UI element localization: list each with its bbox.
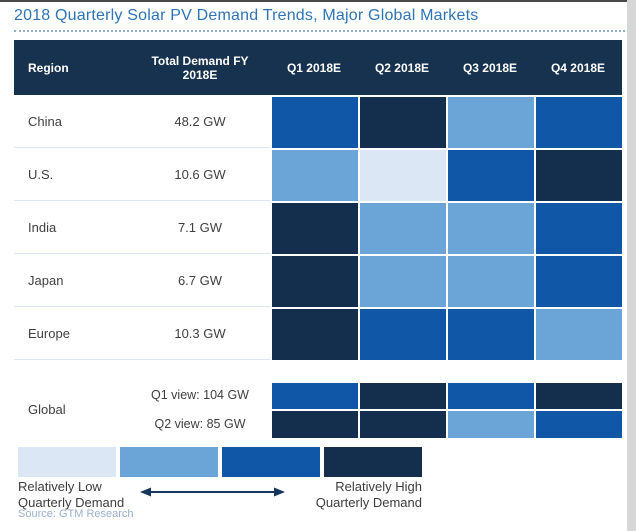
heat-cell-europe-q1 — [270, 307, 358, 360]
table-section-gap — [14, 360, 622, 381]
heat-cell-global1-q2 — [358, 381, 446, 409]
title-underline — [14, 30, 625, 32]
heat-cell-us-q3 — [446, 148, 534, 201]
header-q4: Q4 2018E — [550, 60, 606, 75]
header-q2: Q2 2018E — [374, 60, 430, 75]
heat-cell-global2-q1 — [270, 409, 358, 438]
total-demand-india: 7.1 GW — [130, 201, 270, 254]
heat-cell-china-q4 — [534, 95, 622, 148]
heat-cell-india-q2 — [358, 201, 446, 254]
heat-cell-japan-q4 — [534, 254, 622, 307]
heat-cell-global1-q4 — [534, 381, 622, 409]
legend-low-label: Relatively Low Quarterly Demand — [18, 479, 124, 511]
region-label-europe: Europe — [14, 307, 130, 360]
double-arrow-icon — [140, 487, 285, 497]
legend-swatch-level4 — [324, 447, 422, 477]
heat-cell-global2-q3 — [446, 409, 534, 438]
legend-low-line2: Quarterly Demand — [18, 495, 125, 510]
legend-high-line2: Quarterly Demand — [315, 495, 422, 510]
heat-cell-japan-q1 — [270, 254, 358, 307]
heat-cell-global2-q4 — [534, 409, 622, 438]
heat-cell-india-q4 — [534, 201, 622, 254]
total-demand-japan: 6.7 GW — [130, 254, 270, 307]
heat-cell-india-q1 — [270, 201, 358, 254]
header-total-demand: Total Demand FY 2018E — [151, 53, 249, 82]
demand-heatmap-table: Region Total Demand FY 2018E Q1 2018E Q2… — [14, 40, 622, 438]
total-demand-us: 10.6 GW — [130, 148, 270, 201]
region-label-india: India — [14, 201, 130, 254]
global-view-label-2: Q2 view: 85 GW — [154, 416, 246, 431]
header-q1: Q1 2018E — [286, 60, 342, 75]
legend-high-label: Relatively High Quarterly Demand — [270, 479, 422, 511]
table-row-europe: Europe 10.3 GW — [14, 307, 622, 360]
heat-cell-india-q3 — [446, 201, 534, 254]
heat-cell-china-q1 — [270, 95, 358, 148]
heat-cell-japan-q3 — [446, 254, 534, 307]
heat-cell-europe-q4 — [534, 307, 622, 360]
table-row-japan: Japan 6.7 GW — [14, 254, 622, 307]
region-label-us: U.S. — [14, 148, 130, 201]
table-row-china: China 48.2 GW — [14, 95, 622, 148]
heat-cell-china-q2 — [358, 95, 446, 148]
global-section: Global Q1 view: 104 GW Q2 view: 85 GW — [14, 381, 622, 438]
source-credit: Source: GTM Research — [18, 508, 134, 520]
heat-cell-us-q1 — [270, 148, 358, 201]
heat-cell-us-q4 — [534, 148, 622, 201]
heat-cell-us-q2 — [358, 148, 446, 201]
legend-swatch-level3 — [222, 447, 320, 477]
table-row-us: U.S. 10.6 GW — [14, 148, 622, 201]
legend-range-arrow — [140, 485, 285, 504]
heat-cell-global2-q2 — [358, 409, 446, 438]
legend-swatch-level2 — [120, 447, 218, 477]
table-body: China 48.2 GW U.S. 10.6 GW India 7.1 GW Japan 6… — [14, 95, 622, 360]
legend-swatch-level1 — [18, 447, 116, 477]
global-view-label-1: Q1 view: 104 GW — [151, 388, 249, 402]
top-edge-line — [0, 0, 636, 2]
region-label-japan: Japan — [14, 254, 130, 307]
total-demand-europe: 10.3 GW — [130, 307, 270, 360]
region-label-china: China — [14, 95, 130, 148]
heat-cell-japan-q2 — [358, 254, 446, 307]
table-row-india: India 7.1 GW — [14, 201, 622, 254]
header-q3: Q3 2018E — [462, 60, 518, 75]
header-region: Region — [28, 60, 69, 75]
heat-cell-europe-q3 — [446, 307, 534, 360]
total-demand-china: 48.2 GW — [130, 95, 270, 148]
region-label-global: Global — [28, 402, 66, 417]
heat-cell-global1-q3 — [446, 381, 534, 409]
color-legend — [18, 447, 426, 477]
table-header-row: Region Total Demand FY 2018E Q1 2018E Q2… — [14, 40, 622, 95]
heat-cell-europe-q2 — [358, 307, 446, 360]
heat-cell-china-q3 — [446, 95, 534, 148]
legend-high-line1: Relatively High — [335, 479, 422, 494]
right-edge-strip — [627, 0, 636, 531]
page-title: 2018 Quarterly Solar PV Demand Trends, M… — [14, 7, 479, 24]
heat-cell-global1-q1 — [270, 381, 358, 409]
legend-low-line1: Relatively Low — [18, 479, 102, 494]
